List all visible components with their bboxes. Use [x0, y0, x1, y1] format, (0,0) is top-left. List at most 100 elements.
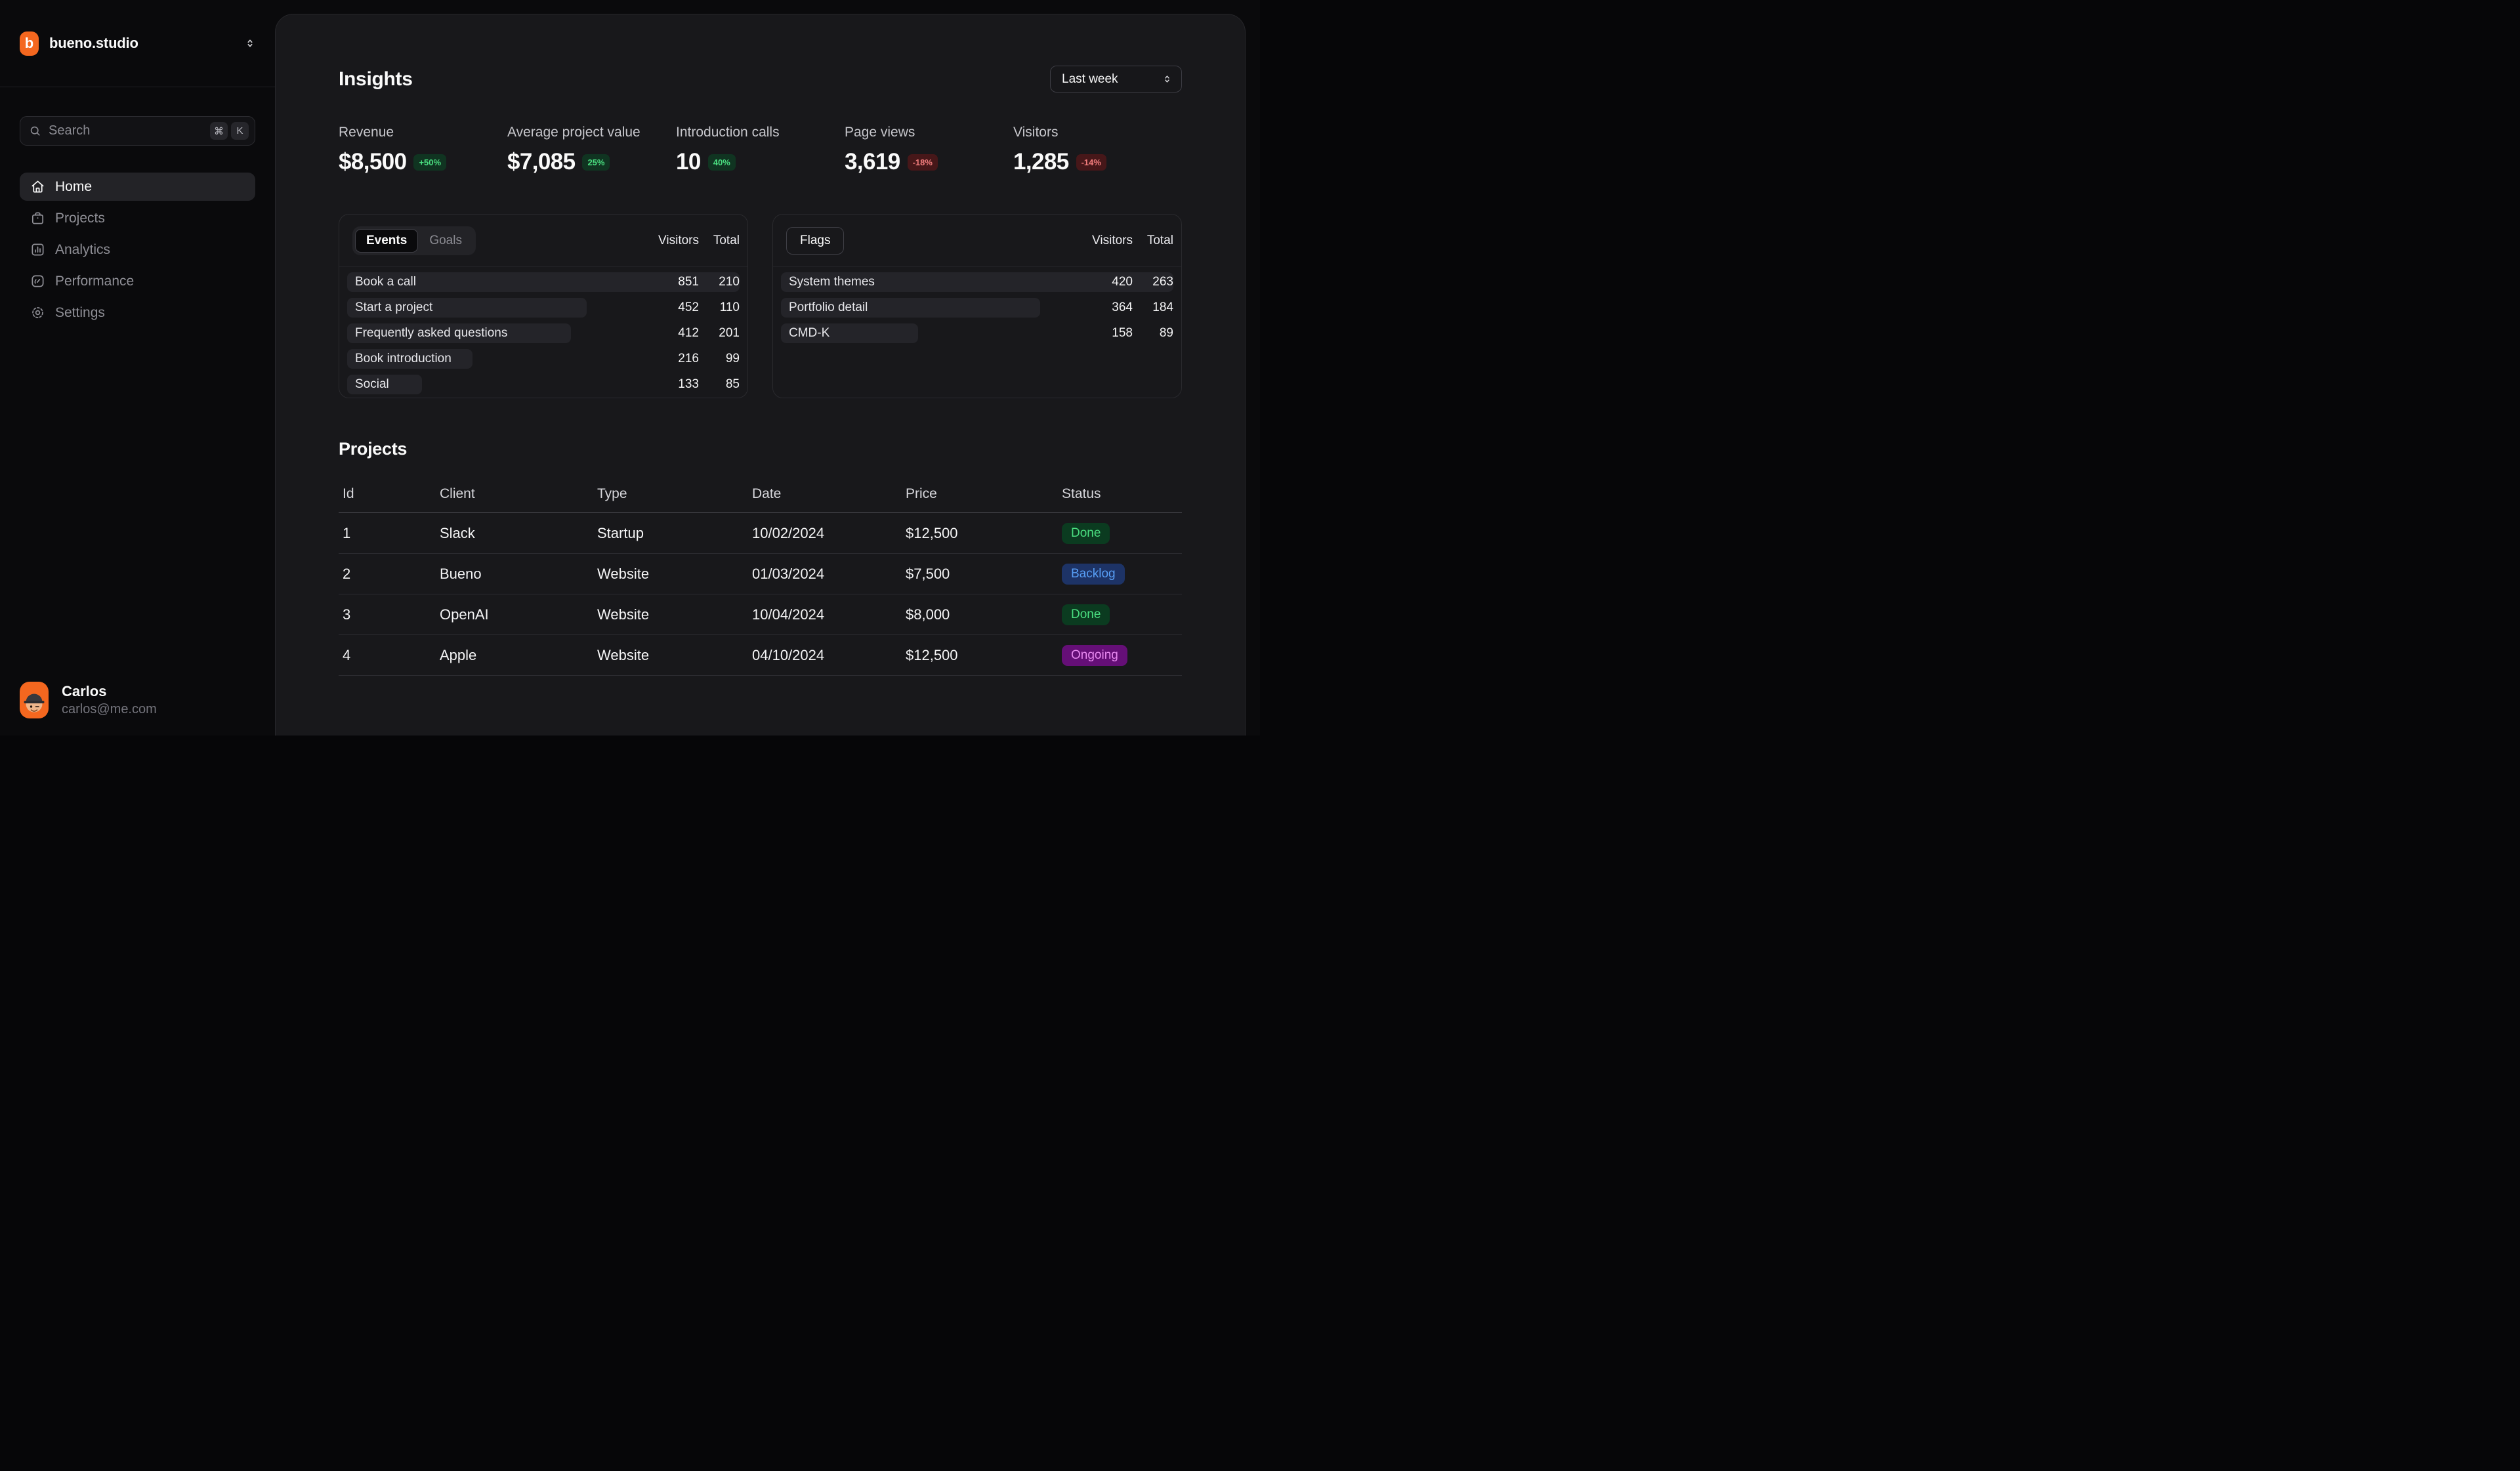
search-icon: [29, 125, 41, 137]
flags-panel: Flags Visitors Total System themes 420 263…: [772, 214, 1182, 398]
sidebar-item-label: Analytics: [55, 241, 111, 257]
cell-type: Website: [597, 606, 650, 623]
cell-date: 10/04/2024: [752, 606, 825, 623]
workspace-switcher[interactable]: b bueno.studio: [0, 0, 275, 87]
kpi-value: 1,285: [1013, 149, 1069, 175]
flag-row[interactable]: System themes 420 263: [781, 272, 1173, 292]
page-title: Insights: [339, 68, 413, 90]
metric-label: Social: [355, 377, 389, 391]
metric-visitors: 158: [1112, 326, 1133, 340]
event-row[interactable]: Book a call 851 210: [347, 272, 740, 292]
search-input[interactable]: [49, 123, 207, 138]
chevrons-up-down-icon: [1162, 74, 1172, 84]
tab-goals[interactable]: Goals: [418, 229, 473, 253]
events-rows: Book a call 851 210 Start a project 452 110 Fr…: [339, 267, 747, 394]
flag-row[interactable]: Portfolio detail 364 184: [781, 298, 1173, 318]
kpi-label: Revenue: [339, 125, 394, 140]
metric-total: 110: [719, 300, 740, 314]
event-row[interactable]: Book introduction 216 99: [347, 349, 740, 369]
event-row[interactable]: Social 133 85: [347, 375, 740, 394]
chevrons-up-down-icon: [245, 38, 255, 49]
sidebar-item-label: Settings: [55, 304, 105, 320]
kpi-value: 3,619: [845, 149, 900, 175]
content-card: Insights Last week Revenue $8,500 +50% Aver…: [275, 14, 1246, 736]
projects-table-body: 1 Slack Startup 10/02/2024 $12,500 Done 2 Bueno…: [339, 513, 1182, 676]
sidebar-item-performance[interactable]: Performance: [20, 267, 255, 295]
column-header-status: Status: [1062, 486, 1101, 501]
flags-col-visitors: Visitors: [1092, 233, 1133, 247]
event-row[interactable]: Start a project 452 110: [347, 298, 740, 318]
user-profile[interactable]: Carlos carlos@me.com: [0, 682, 275, 736]
metric-bar: [347, 323, 571, 343]
events-goals-segmented-control: Events Goals: [352, 226, 476, 255]
brand-logo: b: [20, 31, 39, 56]
kpi-label: Average project value: [507, 125, 640, 140]
metric-visitors: 412: [678, 326, 699, 340]
tab-events[interactable]: Events: [355, 228, 419, 253]
sidebar-item-label: Home: [55, 178, 93, 194]
kpi-delta-badge: 40%: [707, 154, 736, 171]
kpi-card: Average project value $7,085 25%: [507, 125, 676, 175]
date-range-select[interactable]: Last week: [1050, 66, 1182, 93]
sidebar-item-projects[interactable]: Projects: [20, 204, 255, 232]
gear-icon: [30, 305, 45, 320]
cell-client: Bueno: [440, 565, 482, 582]
sidebar-nav: Home Projects Analytics Performance Settings: [0, 173, 275, 327]
event-row[interactable]: Frequently asked questions 412 201: [347, 323, 740, 343]
flag-row[interactable]: CMD-K 158 89: [781, 323, 1173, 343]
metric-visitors: 133: [678, 377, 699, 391]
kpi-value: 10: [676, 149, 701, 175]
kpi-card: Page views 3,619 -18%: [845, 125, 1013, 175]
metric-bar: [347, 298, 587, 318]
metric-total: 99: [725, 352, 740, 365]
metric-bar: [781, 272, 1173, 292]
kpi-delta-badge: -14%: [1076, 154, 1106, 171]
status-badge: Done: [1062, 522, 1110, 544]
gauge-icon: [30, 274, 45, 289]
kpi-delta-badge: +50%: [413, 154, 447, 171]
metric-bar: [781, 323, 919, 343]
metric-label: Portfolio detail: [789, 300, 868, 314]
k-keycap: K: [231, 122, 249, 140]
metric-bar: [347, 349, 473, 369]
metric-visitors: 364: [1112, 300, 1133, 314]
cell-date: 01/03/2024: [752, 565, 825, 582]
metric-label: CMD-K: [789, 326, 830, 340]
sidebar-item-analytics[interactable]: Analytics: [20, 236, 255, 264]
column-header-id: Id: [343, 486, 354, 501]
metric-visitors: 420: [1112, 275, 1133, 289]
kpi-value: $8,500: [339, 149, 407, 175]
search-box[interactable]: ⌘ K: [20, 116, 255, 146]
kpi-label: Visitors: [1013, 125, 1059, 140]
column-header-price: Price: [906, 486, 937, 501]
metric-total: 184: [1152, 300, 1173, 314]
app-window: b bueno.studio ⌘ K Home Projects Analytics…: [0, 0, 1260, 736]
metric-bar: [781, 298, 1040, 318]
cell-type: Website: [597, 646, 650, 663]
sidebar-item-settings[interactable]: Settings: [20, 299, 255, 327]
metric-bar: [347, 272, 740, 292]
cell-client: OpenAI: [440, 606, 489, 623]
column-header-client: Client: [440, 486, 475, 501]
cell-date: 10/02/2024: [752, 524, 825, 541]
projects-title: Projects: [339, 439, 408, 459]
flags-button[interactable]: Flags: [786, 226, 845, 255]
kpi-card: Revenue $8,500 +50%: [339, 125, 507, 175]
cell-type: Website: [597, 565, 650, 582]
kpi-card: Introduction calls 10 40%: [676, 125, 845, 175]
brand-logo-letter: b: [24, 35, 34, 51]
metric-visitors: 452: [678, 300, 699, 314]
metric-label: Book introduction: [355, 352, 452, 365]
sidebar-item-label: Projects: [55, 210, 105, 226]
cell-id: 3: [343, 606, 351, 623]
sidebar-item-home[interactable]: Home: [20, 173, 255, 201]
table-row[interactable]: 3 OpenAI Website 10/04/2024 $8,000 Done: [339, 594, 1182, 635]
metric-total: 263: [1152, 275, 1173, 289]
table-row[interactable]: 2 Bueno Website 01/03/2024 $7,500 Backlog: [339, 554, 1182, 594]
table-row[interactable]: 4 Apple Website 04/10/2024 $12,500 Ongoing: [339, 635, 1182, 676]
cell-client: Apple: [440, 646, 477, 663]
user-avatar: [20, 682, 49, 718]
user-name: Carlos: [62, 683, 107, 699]
kpi-delta-badge: -18%: [907, 154, 938, 171]
table-row[interactable]: 1 Slack Startup 10/02/2024 $12,500 Done: [339, 513, 1182, 554]
